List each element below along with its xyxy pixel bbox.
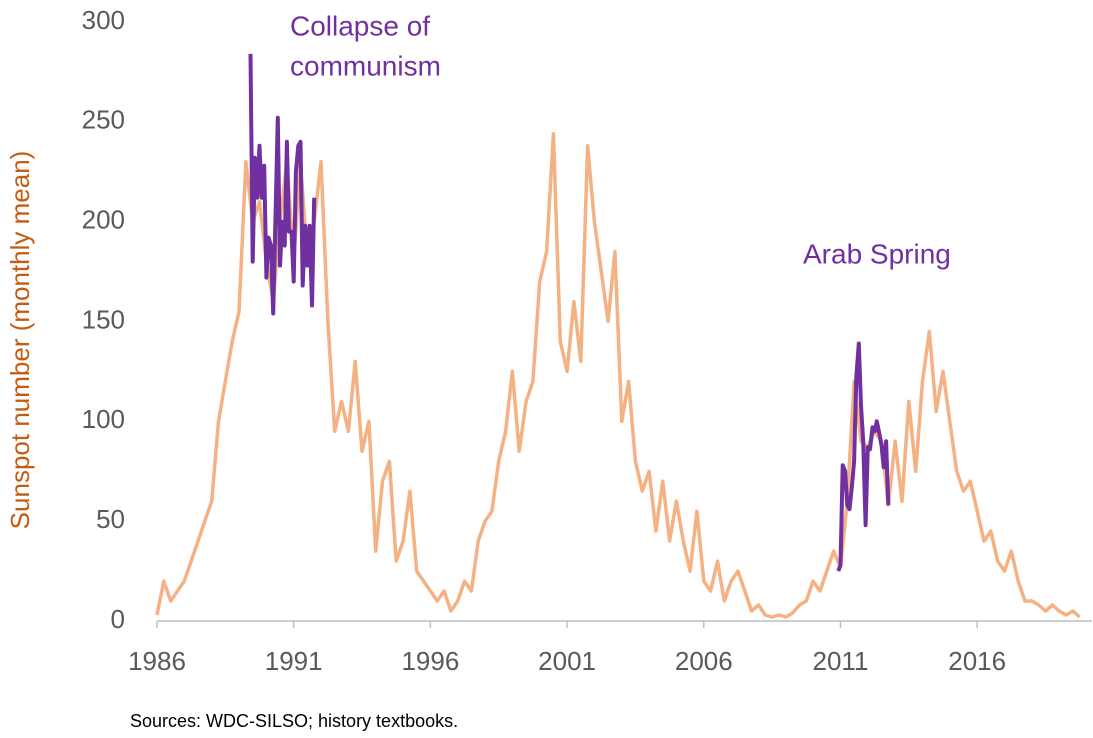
x-tick-label: 1986 [128,646,186,676]
y-tick-label: 300 [82,5,125,35]
x-tick-label: 2006 [675,646,733,676]
annotation: Arab Spring [803,238,951,269]
x-tick-label: 2011 [813,646,869,676]
y-axis-label: Sunspot number (monthly mean) [5,151,35,530]
x-tick-label: 2001 [538,646,596,676]
annotation: Collapse of [290,10,430,41]
series-line [248,53,317,316]
y-tick-label: 50 [96,504,125,534]
series-line [836,341,891,572]
y-tick-label: 250 [82,105,125,135]
x-tick-label: 2016 [948,646,1006,676]
source-note: Sources: WDC-SILSO; history textbooks. [130,711,458,731]
y-tick-label: 0 [111,604,125,634]
y-tick-label: 200 [82,205,125,235]
y-tick-label: 150 [82,304,125,334]
y-tick-label: 100 [82,404,125,434]
annotation: communism [290,50,441,81]
x-tick-label: 1996 [401,646,459,676]
x-tick-label: 1991 [265,646,323,676]
